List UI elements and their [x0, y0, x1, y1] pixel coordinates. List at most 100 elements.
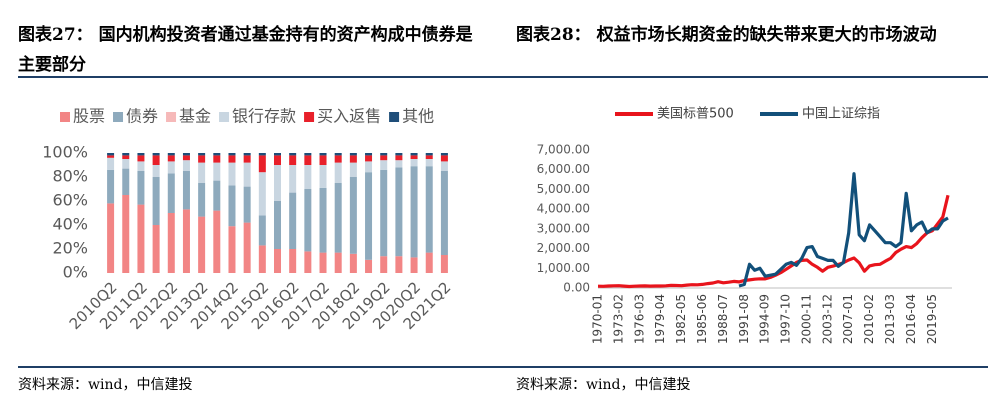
bar-segment	[258, 155, 266, 173]
bar-segment	[243, 155, 251, 163]
bar-segment	[304, 155, 312, 165]
bar-segment	[198, 162, 206, 183]
bar-segment	[107, 203, 115, 273]
legend-label: 债券	[126, 107, 158, 126]
bar-segment	[380, 256, 388, 273]
bar-segment	[304, 251, 312, 273]
bar-segment	[334, 162, 342, 183]
bar-segment	[365, 259, 373, 273]
line-series	[738, 172, 949, 288]
legend-label: 其他	[402, 107, 434, 126]
bar-segment	[182, 155, 190, 161]
x-tick-label: 1979-04	[653, 294, 667, 344]
x-tick-label: 1973-02	[611, 294, 625, 344]
x-tick-label: 1997-10	[779, 294, 793, 344]
bar-segment	[334, 155, 342, 163]
bar-segment	[425, 153, 433, 156]
bar-segment	[440, 161, 448, 171]
bar-segment	[122, 155, 130, 159]
bar-segment	[440, 153, 448, 156]
bar-segment	[228, 162, 236, 186]
bar-segment	[440, 155, 448, 162]
bar-segment	[289, 153, 297, 156]
bar-segment	[198, 153, 206, 156]
bar-segment	[243, 186, 251, 223]
bar-segment	[365, 161, 373, 173]
bar-segment	[167, 161, 175, 174]
x-tick-label: 1982-05	[674, 294, 688, 344]
bar-segment	[334, 183, 342, 253]
bar-segment	[137, 155, 145, 162]
bar-segment	[167, 153, 175, 156]
bar-segment	[365, 172, 373, 260]
x-tick-label: 2003-12	[820, 294, 834, 344]
bar-segment	[228, 153, 236, 156]
bar-segment	[395, 256, 403, 273]
bar-segment	[167, 173, 175, 213]
bar-segment	[349, 177, 357, 254]
bar-segment	[334, 153, 342, 156]
bar-segment	[243, 222, 251, 273]
y-tick-label: 80%	[52, 167, 88, 186]
legend-label: 中国上证综指	[802, 107, 880, 122]
bar-segment	[107, 157, 115, 170]
x-tick-label: 1994-09	[758, 294, 772, 344]
bar-segment	[380, 160, 388, 170]
bar-segment	[228, 155, 236, 163]
bar-segment	[258, 172, 266, 216]
bar-segment	[152, 155, 160, 165]
bar-segment	[167, 155, 175, 162]
bar-segment	[182, 209, 190, 273]
bar-segment	[380, 155, 388, 161]
y-tick-label: 100%	[42, 143, 88, 162]
bar-segment	[304, 153, 312, 156]
bar-segment	[228, 226, 236, 273]
bar-segment	[152, 225, 160, 273]
bar-segment	[152, 177, 160, 225]
bar-segment	[395, 153, 403, 156]
bar-segment	[440, 171, 448, 255]
legend-label: 买入返售	[317, 107, 381, 126]
bar-segment	[198, 183, 206, 217]
x-tick-label: 2000-11	[799, 294, 813, 344]
bar-segment	[365, 155, 373, 162]
bar-segment	[182, 160, 190, 171]
legend-label: 银行存款	[232, 107, 296, 126]
y-tick-label: 20%	[52, 239, 88, 258]
bar-segment	[395, 167, 403, 257]
bar-segment	[319, 252, 327, 273]
x-tick-label: 2016-04	[904, 294, 918, 344]
bar-segment	[319, 165, 327, 188]
bar-segment	[107, 155, 115, 158]
bar-segment	[410, 155, 418, 159]
bar-segment	[258, 245, 266, 273]
bar-segment	[425, 166, 433, 253]
bar-segment	[274, 165, 281, 201]
bar-segment	[289, 249, 297, 273]
bar-segment	[213, 210, 221, 273]
line-series	[597, 194, 950, 289]
y-tick-label: 5,000.00	[537, 182, 590, 196]
bar-segment	[107, 153, 115, 156]
x-tick-label: 1991-08	[737, 294, 751, 344]
y-tick-label: 40%	[52, 215, 88, 234]
bar-segment	[425, 159, 433, 167]
legend-swatch	[166, 112, 177, 122]
y-tick-label: 0.00	[563, 281, 590, 295]
bar-segment	[258, 215, 266, 246]
bar-segment	[152, 153, 160, 156]
bar-segment	[319, 155, 327, 165]
x-tick-label: 1976-03	[632, 294, 646, 344]
legend-swatch	[219, 112, 230, 122]
x-tick-label: 2013-03	[883, 294, 897, 344]
legend-swatch	[60, 112, 70, 122]
bar-segment	[213, 180, 221, 211]
bar-segment	[198, 155, 206, 163]
bar-segment	[380, 153, 388, 156]
legend-label: 美国标普500	[657, 107, 734, 122]
bar-segment	[274, 153, 281, 156]
y-tick-label: 1,000.00	[537, 261, 590, 275]
x-tick-label: 2007-01	[841, 294, 855, 344]
bar-segment	[349, 162, 357, 177]
